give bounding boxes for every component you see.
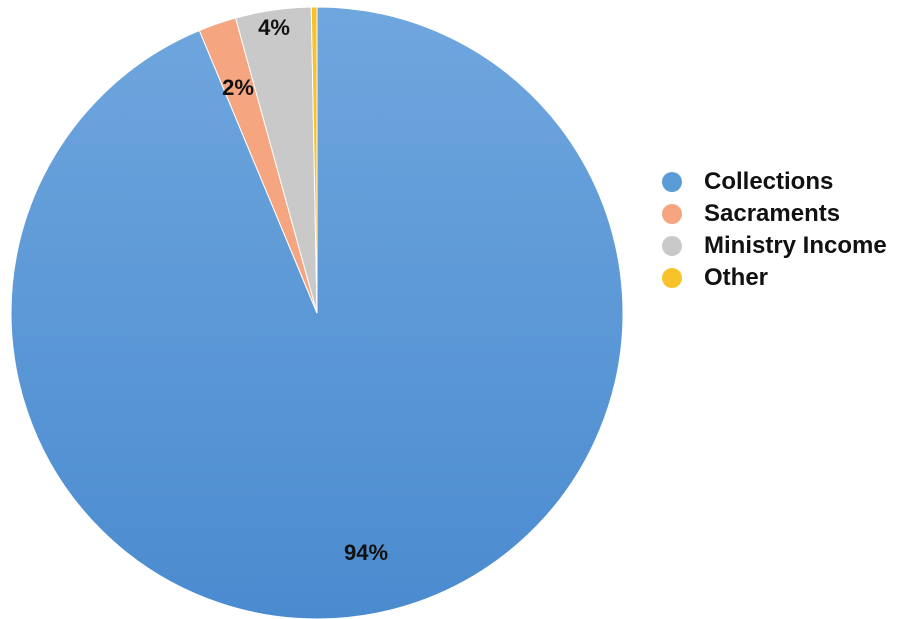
legend-swatch [662,204,682,224]
pie-label-ministry-income: 4% [258,15,290,40]
legend-swatch [662,172,682,192]
legend-swatch [662,268,682,288]
pie-chart: 94% 2% 4% [10,6,624,619]
legend-item-collections: Collections [662,166,887,198]
pie-slices [10,6,624,619]
pie-slice-other [310,6,318,314]
legend-item-other: Other [662,262,887,294]
legend-item-ministry-income: Ministry Income [662,230,887,262]
legend-label: Sacraments [704,200,841,227]
pie-label-sacraments: 2% [222,75,254,100]
legend-label: Ministry Income [704,232,887,259]
pie-label-collections: 94% [344,540,388,565]
chart-legend: Collections Sacraments Ministry Income Othe… [662,166,887,294]
pie-labels: 94% 2% 4% [222,15,388,565]
legend-label: Collections [704,168,834,195]
legend-swatch [662,236,682,256]
legend-item-sacraments: Sacraments [662,198,887,230]
legend-label: Other [704,264,769,291]
